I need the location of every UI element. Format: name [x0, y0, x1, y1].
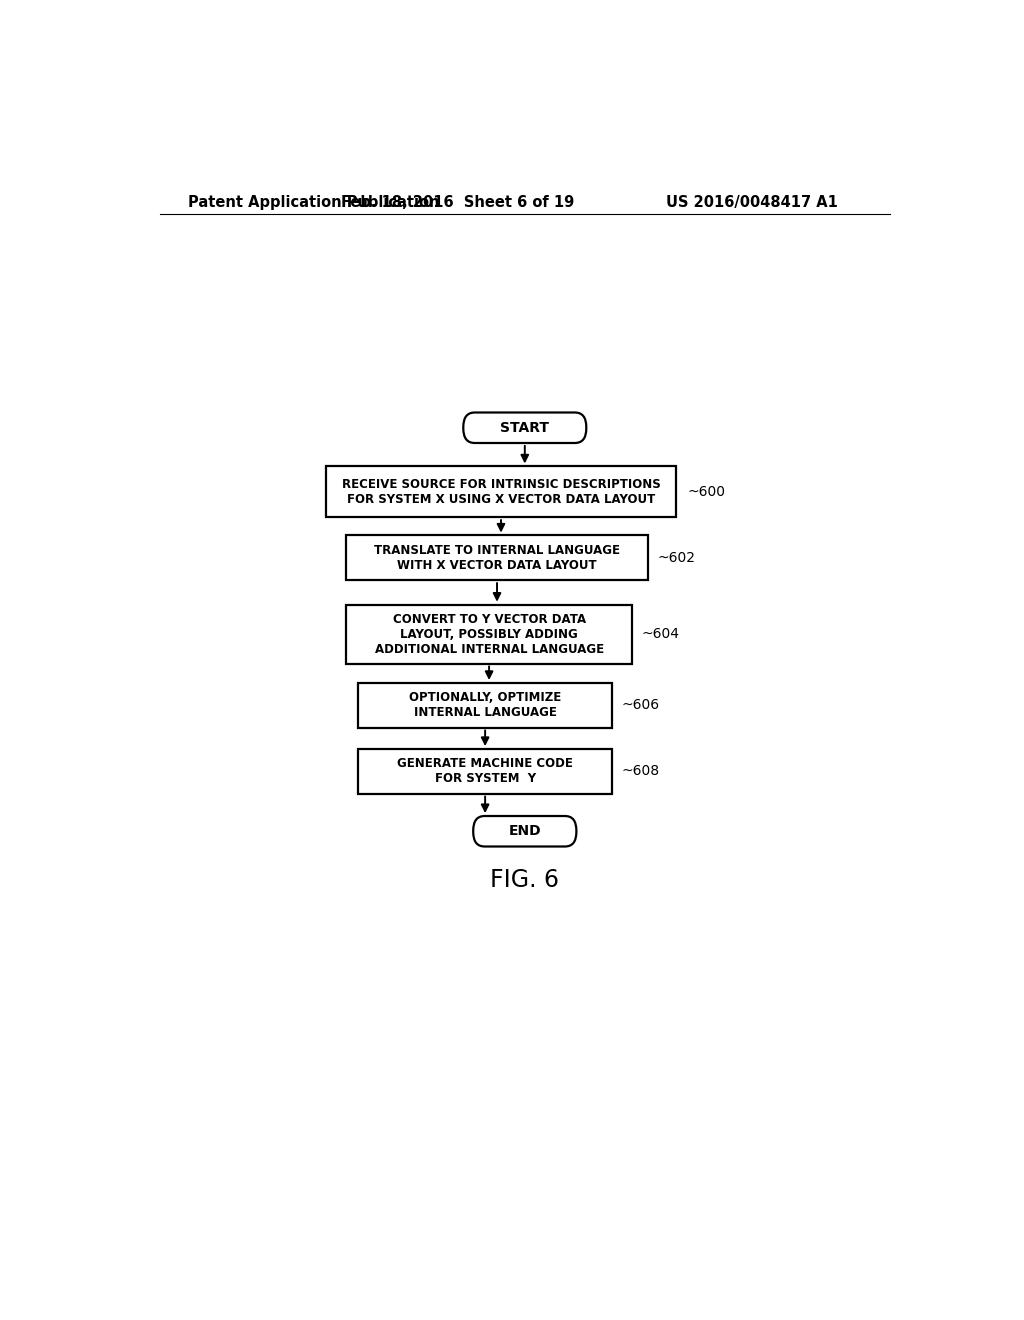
Text: GENERATE MACHINE CODE
FOR SYSTEM  Y: GENERATE MACHINE CODE FOR SYSTEM Y	[397, 758, 573, 785]
Text: ~606: ~606	[622, 698, 659, 713]
FancyBboxPatch shape	[463, 412, 587, 444]
FancyBboxPatch shape	[346, 536, 648, 581]
FancyBboxPatch shape	[358, 682, 612, 727]
Text: ~600: ~600	[687, 484, 725, 499]
FancyBboxPatch shape	[346, 605, 632, 664]
Text: RECEIVE SOURCE FOR INTRINSIC DESCRIPTIONS
FOR SYSTEM X USING X VECTOR DATA LAYOU: RECEIVE SOURCE FOR INTRINSIC DESCRIPTION…	[342, 478, 660, 506]
Text: ~608: ~608	[622, 764, 659, 779]
Text: Patent Application Publication: Patent Application Publication	[187, 194, 439, 210]
FancyBboxPatch shape	[473, 816, 577, 846]
Text: ~602: ~602	[657, 550, 695, 565]
Text: ~604: ~604	[641, 627, 680, 642]
Text: TRANSLATE TO INTERNAL LANGUAGE
WITH X VECTOR DATA LAYOUT: TRANSLATE TO INTERNAL LANGUAGE WITH X VE…	[374, 544, 620, 572]
Text: FIG. 6: FIG. 6	[490, 869, 559, 892]
FancyBboxPatch shape	[358, 748, 612, 793]
FancyBboxPatch shape	[327, 466, 676, 517]
Text: START: START	[501, 421, 549, 434]
Text: Feb. 18, 2016  Sheet 6 of 19: Feb. 18, 2016 Sheet 6 of 19	[341, 194, 574, 210]
Text: END: END	[509, 824, 541, 838]
Text: CONVERT TO Y VECTOR DATA
LAYOUT, POSSIBLY ADDING
ADDITIONAL INTERNAL LANGUAGE: CONVERT TO Y VECTOR DATA LAYOUT, POSSIBL…	[375, 612, 604, 656]
Text: OPTIONALLY, OPTIMIZE
INTERNAL LANGUAGE: OPTIONALLY, OPTIMIZE INTERNAL LANGUAGE	[409, 692, 561, 719]
Text: US 2016/0048417 A1: US 2016/0048417 A1	[667, 194, 839, 210]
